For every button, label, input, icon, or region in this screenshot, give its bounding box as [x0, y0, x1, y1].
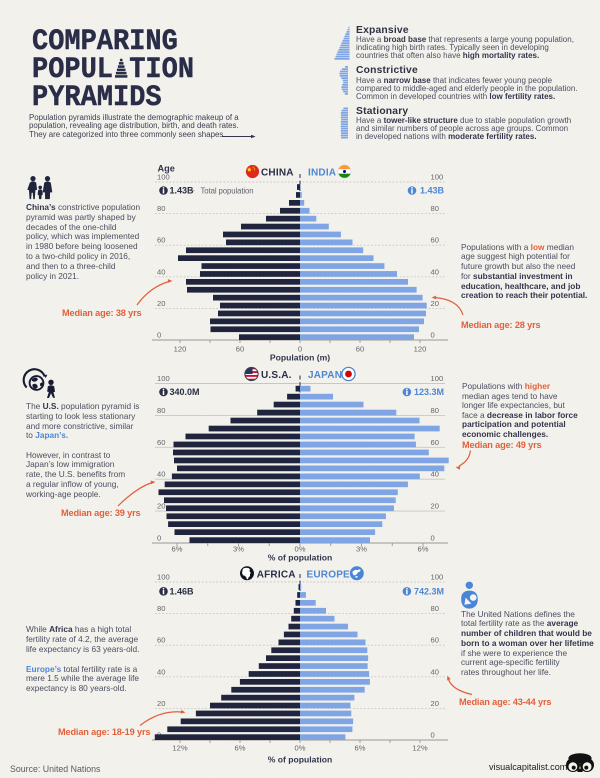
svg-text:100: 100 — [157, 374, 170, 383]
svg-text:80: 80 — [157, 406, 165, 415]
svg-text:80: 80 — [431, 406, 439, 415]
svg-text:80: 80 — [431, 204, 439, 213]
svg-text:0%: 0% — [295, 545, 306, 554]
svg-text:80: 80 — [157, 604, 165, 613]
svg-text:0%: 0% — [295, 744, 306, 753]
svg-text:1.43B: 1.43B — [420, 186, 445, 196]
svg-text:0: 0 — [157, 331, 161, 340]
svg-text:6%: 6% — [418, 545, 429, 554]
svg-text:80: 80 — [157, 204, 165, 213]
svg-text:U.S.A.: U.S.A. — [261, 370, 292, 381]
svg-text:0: 0 — [431, 534, 435, 543]
svg-text:20: 20 — [431, 699, 439, 708]
svg-text:0: 0 — [157, 534, 161, 543]
svg-text:40: 40 — [431, 667, 439, 676]
svg-text:742.3M: 742.3M — [414, 587, 444, 597]
svg-text:60: 60 — [236, 345, 244, 354]
svg-text:1.46B: 1.46B — [170, 587, 195, 597]
svg-text:6%: 6% — [355, 744, 366, 753]
svg-text:Age: Age — [158, 164, 175, 174]
svg-text:60: 60 — [431, 438, 439, 447]
svg-text:60: 60 — [356, 345, 364, 354]
svg-text:1.43B: 1.43B — [170, 186, 195, 196]
svg-text:12%: 12% — [172, 744, 187, 753]
svg-text:6%: 6% — [235, 744, 246, 753]
svg-text:80: 80 — [431, 604, 439, 613]
svg-text:40: 40 — [157, 667, 165, 676]
svg-text:6%: 6% — [172, 545, 183, 554]
svg-text:–: – — [190, 186, 195, 195]
svg-text:0: 0 — [431, 731, 435, 740]
svg-text:20: 20 — [157, 502, 165, 511]
svg-text:100: 100 — [157, 573, 170, 582]
svg-text:60: 60 — [431, 236, 439, 245]
svg-text:40: 40 — [157, 470, 165, 479]
svg-text:60: 60 — [157, 438, 165, 447]
svg-text:340.0M: 340.0M — [170, 387, 200, 397]
svg-text:AFRICA: AFRICA — [257, 569, 296, 580]
svg-text:20: 20 — [157, 699, 165, 708]
svg-text:12%: 12% — [412, 744, 427, 753]
svg-text:JAPAN: JAPAN — [308, 370, 342, 381]
svg-text:3%: 3% — [356, 545, 367, 554]
svg-text:INDIA: INDIA — [308, 168, 336, 179]
svg-text:100: 100 — [157, 173, 170, 182]
svg-text:123.3M: 123.3M — [414, 387, 444, 397]
svg-text:0: 0 — [431, 331, 435, 340]
svg-text:20: 20 — [157, 299, 165, 308]
svg-text:EUROPE: EUROPE — [307, 569, 351, 580]
svg-text:60: 60 — [157, 636, 165, 645]
svg-text:100: 100 — [431, 374, 444, 383]
svg-text:100: 100 — [431, 573, 444, 582]
svg-text:Total population: Total population — [201, 187, 254, 196]
svg-text:60: 60 — [431, 636, 439, 645]
svg-text:40: 40 — [431, 470, 439, 479]
svg-text:40: 40 — [431, 267, 439, 276]
svg-text:CHINA: CHINA — [261, 168, 294, 179]
svg-text:0: 0 — [298, 345, 302, 354]
svg-text:% of population: % of population — [268, 553, 332, 563]
svg-text:40: 40 — [157, 267, 165, 276]
svg-text:120: 120 — [414, 345, 427, 354]
svg-text:100: 100 — [431, 173, 444, 182]
svg-text:Population (m): Population (m) — [270, 353, 330, 363]
svg-text:120: 120 — [174, 345, 187, 354]
svg-text:20: 20 — [431, 299, 439, 308]
svg-text:% of population: % of population — [268, 755, 332, 765]
svg-text:3%: 3% — [233, 545, 244, 554]
svg-text:20: 20 — [431, 502, 439, 511]
svg-text:60: 60 — [157, 236, 165, 245]
